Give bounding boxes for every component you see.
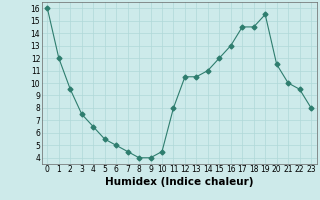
X-axis label: Humidex (Indice chaleur): Humidex (Indice chaleur) [105, 177, 253, 187]
